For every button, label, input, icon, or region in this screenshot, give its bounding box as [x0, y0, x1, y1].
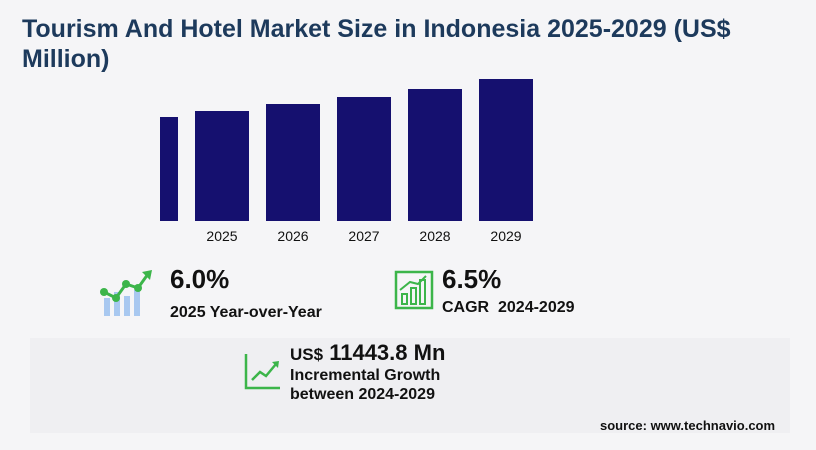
bar-partial — [160, 117, 178, 221]
incremental-label-line2: between 2024-2029 — [290, 386, 435, 403]
cagr-value: 6.5% — [442, 264, 502, 294]
bar-2026 — [266, 104, 320, 221]
bar-chart-growth-icon — [100, 270, 152, 316]
bar-chart-box-icon — [394, 270, 434, 310]
source-text: source: www.technavio.com — [600, 418, 776, 433]
x-tick-label: 2027 — [348, 228, 379, 244]
bar-chart: 2025 2026 2027 2028 2029 — [160, 79, 533, 244]
yoy-label: 2025 Year-over-Year — [170, 304, 322, 321]
chart-title: Tourism And Hotel Market Size in Indones… — [22, 15, 731, 73]
bar-2028 — [408, 89, 462, 221]
bar-2029 — [479, 79, 533, 221]
bar-2025 — [195, 111, 249, 221]
incremental-currency: US$ — [290, 345, 324, 364]
incremental-panel — [30, 338, 790, 433]
incremental-label: Incremental Growth between 2024-2029 — [290, 366, 440, 404]
incremental-value: US$ 11443.8 Mn — [290, 340, 445, 366]
cagr-label: CAGR 2024-2029 — [442, 299, 575, 316]
x-tick-label: 2026 — [277, 228, 308, 244]
incremental-amount: 11443.8 Mn — [329, 340, 446, 365]
x-tick-labels: 2025 2026 2027 2028 2029 — [206, 228, 521, 244]
x-tick-label: 2029 — [490, 228, 521, 244]
incremental-label-line1: Incremental Growth — [290, 367, 441, 384]
yoy-value: 6.0% — [170, 264, 230, 294]
bar-2027 — [337, 97, 391, 221]
trend-line-icon — [244, 354, 280, 390]
x-tick-label: 2025 — [206, 228, 237, 244]
bars-group — [160, 79, 533, 221]
x-tick-label: 2028 — [419, 228, 450, 244]
